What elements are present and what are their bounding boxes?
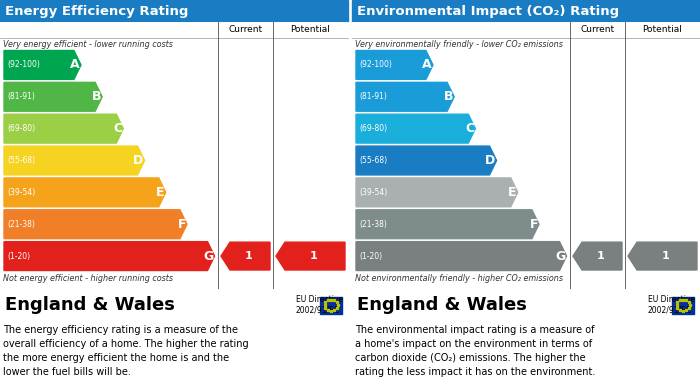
Text: (55-68): (55-68) <box>359 156 387 165</box>
Text: England & Wales: England & Wales <box>357 296 527 314</box>
Polygon shape <box>356 50 433 79</box>
Polygon shape <box>356 114 475 143</box>
Text: G: G <box>555 249 566 263</box>
Text: E: E <box>156 186 164 199</box>
Text: D: D <box>485 154 496 167</box>
Polygon shape <box>4 114 123 143</box>
Text: Not energy efficient - higher running costs: Not energy efficient - higher running co… <box>3 274 173 283</box>
Text: Current: Current <box>228 25 262 34</box>
Polygon shape <box>356 146 496 175</box>
Text: (55-68): (55-68) <box>7 156 35 165</box>
Text: The energy efficiency rating is a measure of the
overall efficiency of a home. T: The energy efficiency rating is a measur… <box>3 325 248 377</box>
Bar <box>0 0 348 22</box>
Text: Very environmentally friendly - lower CO₂ emissions: Very environmentally friendly - lower CO… <box>355 40 563 49</box>
Text: (81-91): (81-91) <box>7 92 35 101</box>
Text: G: G <box>203 249 214 263</box>
Text: Very energy efficient - lower running costs: Very energy efficient - lower running co… <box>3 40 173 49</box>
Text: (81-91): (81-91) <box>359 92 387 101</box>
Text: Energy Efficiency Rating: Energy Efficiency Rating <box>5 5 188 18</box>
Text: Environmental Impact (CO₂) Rating: Environmental Impact (CO₂) Rating <box>357 5 619 18</box>
Bar <box>672 296 694 314</box>
Polygon shape <box>356 242 566 271</box>
Polygon shape <box>628 242 697 270</box>
Text: (69-80): (69-80) <box>359 124 387 133</box>
Text: E: E <box>508 186 517 199</box>
Text: 1: 1 <box>244 251 253 261</box>
Polygon shape <box>4 210 187 239</box>
Text: (1-20): (1-20) <box>7 251 30 260</box>
Text: F: F <box>529 218 538 231</box>
Bar <box>320 296 342 314</box>
Text: C: C <box>466 122 475 135</box>
Text: (39-54): (39-54) <box>359 188 387 197</box>
Text: EU Directive
2002/91/EC: EU Directive 2002/91/EC <box>296 295 343 315</box>
Text: EU Directive
2002/91/EC: EU Directive 2002/91/EC <box>648 295 695 315</box>
Text: D: D <box>133 154 144 167</box>
Bar <box>0 22 348 288</box>
Text: Not environmentally friendly - higher CO₂ emissions: Not environmentally friendly - higher CO… <box>355 274 563 283</box>
Polygon shape <box>356 210 539 239</box>
Text: 1: 1 <box>309 251 317 261</box>
Polygon shape <box>4 83 102 111</box>
Polygon shape <box>573 242 622 270</box>
Text: (1-20): (1-20) <box>359 251 382 260</box>
Text: B: B <box>92 90 102 103</box>
Text: (69-80): (69-80) <box>7 124 35 133</box>
Text: The environmental impact rating is a measure of
a home's impact on the environme: The environmental impact rating is a mea… <box>355 325 596 377</box>
Text: Potential: Potential <box>290 25 330 34</box>
Bar <box>0 288 348 322</box>
Polygon shape <box>221 242 270 270</box>
Text: (92-100): (92-100) <box>7 61 40 70</box>
Polygon shape <box>4 242 214 271</box>
Text: 1: 1 <box>596 251 604 261</box>
Text: (21-38): (21-38) <box>7 220 35 229</box>
Text: A: A <box>70 58 80 72</box>
Text: B: B <box>444 90 453 103</box>
Text: (21-38): (21-38) <box>359 220 387 229</box>
Polygon shape <box>276 242 345 270</box>
Text: 1: 1 <box>662 251 669 261</box>
Polygon shape <box>4 146 145 175</box>
Text: (92-100): (92-100) <box>359 61 392 70</box>
Polygon shape <box>4 178 166 207</box>
Bar <box>352 22 700 288</box>
Text: C: C <box>113 122 122 135</box>
Text: Potential: Potential <box>643 25 682 34</box>
Text: (39-54): (39-54) <box>7 188 35 197</box>
Bar <box>352 288 700 322</box>
Polygon shape <box>356 83 454 111</box>
Bar <box>352 0 700 22</box>
Text: A: A <box>422 58 432 72</box>
Polygon shape <box>4 50 81 79</box>
Polygon shape <box>356 178 518 207</box>
Text: England & Wales: England & Wales <box>5 296 175 314</box>
Text: Current: Current <box>580 25 615 34</box>
Text: F: F <box>178 218 186 231</box>
